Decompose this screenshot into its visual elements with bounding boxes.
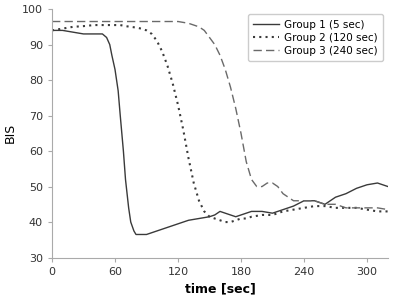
X-axis label: time [sec]: time [sec] — [184, 282, 256, 295]
Y-axis label: BIS: BIS — [4, 123, 16, 143]
Legend: Group 1 (5 sec), Group 2 (120 sec), Group 3 (240 sec): Group 1 (5 sec), Group 2 (120 sec), Grou… — [248, 14, 383, 61]
